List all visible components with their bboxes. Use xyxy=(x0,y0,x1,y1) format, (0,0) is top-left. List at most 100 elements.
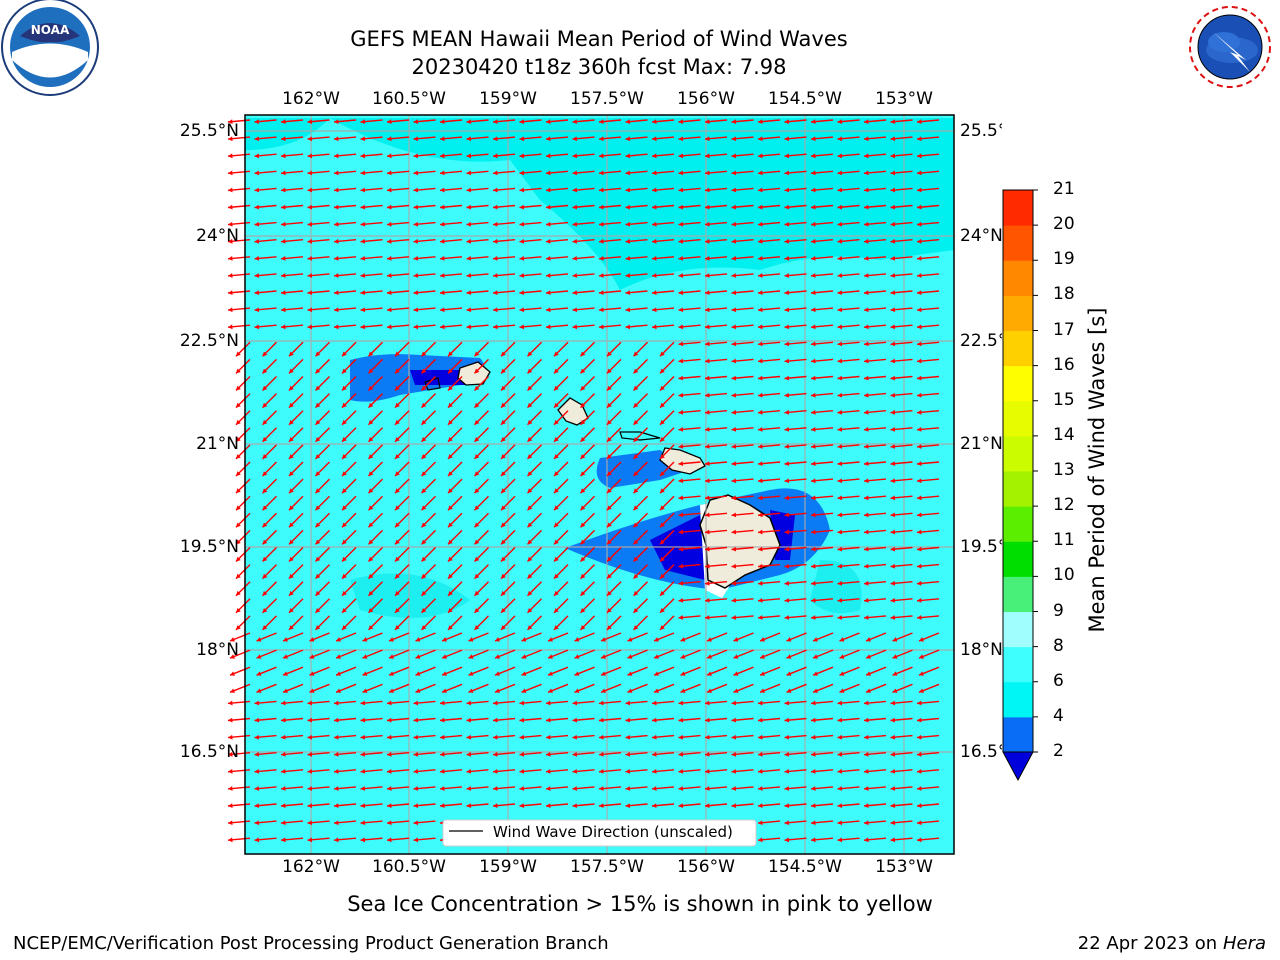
wind-arrowhead xyxy=(307,803,313,808)
wind-arrowhead xyxy=(599,221,604,227)
wind-arrowhead xyxy=(421,368,427,374)
wind-arrowhead xyxy=(228,751,233,757)
wind-arrowhead xyxy=(334,324,339,330)
wind-arrowhead xyxy=(784,358,790,364)
wind-arrowhead xyxy=(705,615,710,620)
wind-arrowhead xyxy=(546,751,551,757)
wind-arrowhead xyxy=(837,444,843,449)
wind-arrowhead xyxy=(607,556,612,562)
wind-arrowhead xyxy=(546,238,551,244)
wind-arrowhead xyxy=(527,488,533,494)
wind-arrowhead xyxy=(466,204,472,210)
wind-arrowhead xyxy=(864,700,869,706)
wind-arrowhead xyxy=(256,637,262,642)
wind-arrowhead xyxy=(784,187,790,193)
wind-arrowhead xyxy=(625,786,631,791)
wind-arrowhead xyxy=(839,671,845,676)
wind-arrowhead xyxy=(262,625,268,630)
wind-arrowhead xyxy=(315,471,321,476)
wind-arrowhead xyxy=(289,590,294,596)
wind-arrowhead xyxy=(315,573,321,579)
wind-arrowhead xyxy=(440,136,445,142)
wind-arrowhead xyxy=(262,522,268,528)
wind-arrowhead xyxy=(731,170,737,176)
wind-arrowhead xyxy=(466,187,472,193)
wind-arrowhead xyxy=(837,803,843,808)
colorbar-segment xyxy=(1003,260,1033,296)
wind-arrowhead xyxy=(811,820,816,826)
wind-arrowhead xyxy=(387,803,392,808)
wind-arrowhead xyxy=(784,751,790,757)
wind-arrowhead xyxy=(813,688,818,693)
wind-arrowhead xyxy=(731,529,737,535)
wind-arrowhead xyxy=(731,307,737,313)
wind-arrowhead xyxy=(413,153,419,159)
wind-arrowhead xyxy=(307,324,313,330)
wind-arrowhead xyxy=(554,590,559,596)
wind-arrowhead xyxy=(784,769,790,774)
wind-arrowhead xyxy=(448,385,453,391)
wind-arrowhead xyxy=(440,170,445,176)
wind-arrowhead xyxy=(554,385,559,391)
wind-arrowhead xyxy=(917,256,922,261)
wind-arrowhead xyxy=(281,820,286,826)
sea-ice-note: Sea Ice Concentration > 15% is shown in … xyxy=(347,892,933,916)
map-legend: Wind Wave Direction (unscaled) xyxy=(442,819,757,847)
wind-arrowhead xyxy=(837,409,843,415)
wind-arrowhead xyxy=(890,238,896,244)
wind-arrowhead xyxy=(890,307,896,313)
wind-arrowhead xyxy=(519,256,525,261)
wind-arrowhead xyxy=(864,256,869,261)
wind-arrowhead xyxy=(230,637,235,642)
wind-arrowhead xyxy=(360,717,366,723)
wind-arrowhead xyxy=(236,590,241,596)
wind-arrowhead xyxy=(784,409,790,415)
lon-label-bottom: 159°W xyxy=(479,857,537,877)
wind-arrowhead xyxy=(362,654,368,659)
wind-arrowhead xyxy=(519,751,525,757)
wind-arrowhead xyxy=(572,290,578,295)
noaa-logo: NOAA xyxy=(1,0,99,96)
wind-arrowhead xyxy=(281,786,286,791)
wind-arrowhead xyxy=(466,700,472,706)
wind-arrowhead xyxy=(315,488,321,494)
wind-arrowhead xyxy=(864,717,869,723)
wind-arrowhead xyxy=(837,204,843,210)
lon-label-bottom: 153°W xyxy=(875,857,933,877)
wind-arrowhead xyxy=(705,803,710,808)
wind-arrowhead xyxy=(315,539,321,545)
wind-arrowhead xyxy=(864,734,869,740)
wind-arrowhead xyxy=(546,204,551,210)
wind-arrowhead xyxy=(493,153,498,159)
wind-arrowhead xyxy=(607,608,612,613)
wind-arrowhead xyxy=(493,324,498,330)
colorbar-tick-label: 17 xyxy=(1053,319,1075,340)
wind-arrowhead xyxy=(342,419,347,425)
wind-arrowhead xyxy=(368,454,374,459)
wind-arrowhead xyxy=(501,454,506,459)
wind-arrowhead xyxy=(731,769,737,774)
wind-arrowhead xyxy=(309,654,315,659)
wind-arrowhead xyxy=(307,751,313,757)
wind-arrowhead xyxy=(758,529,763,535)
wind-arrowhead xyxy=(440,769,445,774)
lat-label-left: 16.5°N xyxy=(179,742,239,762)
wind-arrowhead xyxy=(421,573,427,579)
wind-arrowhead xyxy=(493,734,498,740)
wind-arrowhead xyxy=(474,488,480,494)
wind-arrowhead xyxy=(864,478,869,484)
wind-arrowhead xyxy=(917,615,922,620)
wind-arrowhead xyxy=(493,187,498,193)
wind-arrowhead xyxy=(572,204,578,210)
wind-arrowhead xyxy=(705,786,710,791)
wind-arrowhead xyxy=(283,688,288,693)
wind-arrowhead xyxy=(421,385,427,391)
wind-arrowhead xyxy=(572,273,578,278)
wind-arrowhead xyxy=(678,409,684,415)
wind-arrowhead xyxy=(678,803,684,808)
wind-arrowhead xyxy=(633,556,639,562)
wind-arrowhead xyxy=(890,409,896,415)
wind-arrowhead xyxy=(660,522,665,528)
wind-arrowhead xyxy=(784,512,790,518)
wind-arrowhead xyxy=(705,290,710,295)
